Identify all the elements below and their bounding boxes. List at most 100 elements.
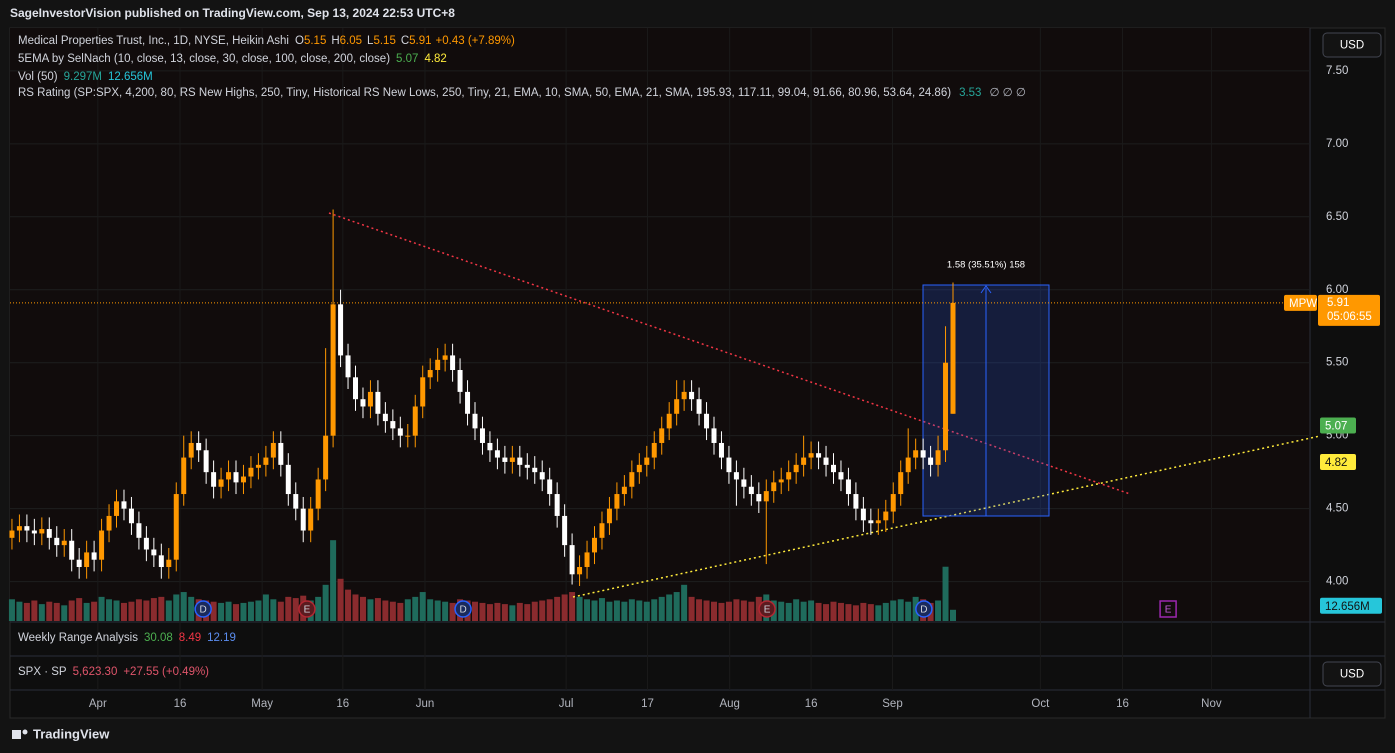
legend-text: 5.15 [304,35,326,47]
candle-body [270,442,276,458]
volume-bar [106,599,113,621]
volume-bar [38,604,45,621]
candle-body [211,472,217,487]
volume-bar [262,594,269,621]
legend-text: 30.08 [144,632,173,644]
currency-label[interactable]: USD [1340,669,1364,681]
candle-body [524,464,530,468]
candle-body [323,435,329,480]
candle-body [16,526,22,531]
volume-bar [352,594,359,621]
volume-bar [449,602,456,621]
candle-body [31,530,37,534]
candle-body [353,377,359,400]
volume-bar [158,596,165,621]
candle-body [845,479,851,495]
candle-body [99,530,105,560]
candle-body [883,511,889,521]
x-tick-label: Apr [89,698,107,710]
volume-ma-tag-text: 12.656M [1325,601,1370,613]
candle-body [457,370,463,392]
candle-body [763,491,769,502]
event-label: D [920,605,927,616]
volume-bar [330,540,337,621]
x-tick-label: 16 [174,698,187,710]
x-tick-label: Sep [882,698,902,710]
volume-bar [830,601,837,621]
volume-bar [165,600,172,621]
volume-bar [31,600,38,621]
candle-body [681,391,687,400]
volume-bar [285,596,292,621]
volume-bar [733,599,740,621]
legend-text: 5.15 [373,35,395,47]
volume-bar [905,601,912,621]
candle-body [778,479,784,483]
candle-body [360,399,366,407]
volume-bar [374,598,381,621]
currency-label[interactable]: USD [1340,40,1364,52]
currency-button[interactable] [1322,32,1382,58]
currency-button[interactable] [1322,661,1382,687]
x-tick-label: Nov [1201,698,1222,710]
legend-text: Vol (50) [18,71,58,83]
last-price-tag [1318,294,1380,326]
candle-body [218,479,224,487]
volume-bar [860,602,867,621]
candle-body [420,377,426,407]
volume-bar [718,602,725,621]
candle-body [151,549,157,556]
candle-body [726,457,732,473]
legend-text: +27.55 (+0.49%) [123,666,209,678]
legend-text: RS Rating (SP:SPX, 4,200, 80, RS New Hig… [18,87,951,99]
volume-bar [412,596,419,621]
volume-bar [337,578,344,621]
volume-bar [621,601,628,621]
volume-bar [554,596,561,621]
legend-text: +0.43 (+7.89%) [436,35,515,47]
legend-text: 3.53 [959,87,981,99]
candle-body [106,515,112,531]
brand: TradingView [33,726,110,741]
candle-body [136,523,142,538]
price-pane [10,28,1310,621]
y-tick-label: 6.00 [1326,284,1348,296]
candle-body [114,501,120,516]
volume-bar [740,600,747,621]
event-label: E [764,605,771,616]
candle-body [756,494,762,502]
legend-text: 12.656M [108,71,153,83]
volume-bar [218,602,225,621]
volume-bar [658,596,665,621]
candle-body [696,399,702,414]
candle-body [943,362,949,451]
event-marker [194,600,212,618]
candle-body [226,472,232,480]
event-label: D [200,605,207,616]
candle-body [592,537,598,553]
volume-bar [494,602,501,621]
candle-body [614,494,620,509]
candle-body [397,428,403,436]
volume-bar [233,604,240,621]
volume-bar [68,600,75,621]
volume-bar [606,601,613,621]
volume-bar [598,598,605,621]
publisher: SageInvestorVision published on TradingV… [10,6,455,20]
candle-body [651,442,657,458]
volume-bar [673,592,680,621]
volume-bar [643,601,650,621]
legend-text: C [401,35,409,47]
y-tick-label: 4.50 [1326,503,1348,515]
volume-bar [628,599,635,621]
candle-body [442,355,448,360]
candle-body [143,537,149,550]
legend-text: 9.297M [64,71,102,83]
candle-body [577,567,583,575]
candle-body [741,479,747,487]
candle-body [599,523,605,538]
volume-bar [382,600,389,621]
volume-bar [949,609,956,621]
